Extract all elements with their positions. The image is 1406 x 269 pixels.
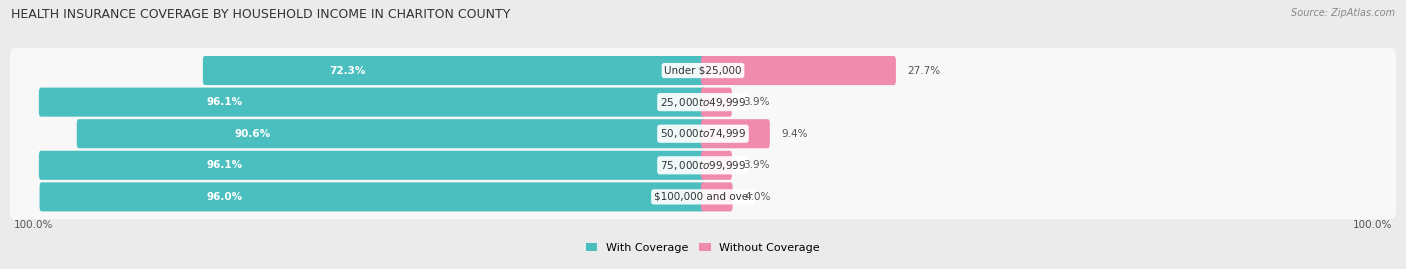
Text: 96.0%: 96.0% <box>207 192 243 202</box>
FancyBboxPatch shape <box>39 182 704 211</box>
FancyBboxPatch shape <box>702 151 733 180</box>
FancyBboxPatch shape <box>10 143 1396 188</box>
FancyBboxPatch shape <box>702 88 733 117</box>
Text: 100.0%: 100.0% <box>14 220 53 230</box>
Text: Source: ZipAtlas.com: Source: ZipAtlas.com <box>1291 8 1395 18</box>
FancyBboxPatch shape <box>702 182 733 211</box>
FancyBboxPatch shape <box>39 88 704 117</box>
Text: 3.9%: 3.9% <box>744 160 770 170</box>
Text: 3.9%: 3.9% <box>744 97 770 107</box>
FancyBboxPatch shape <box>39 151 704 180</box>
Text: $50,000 to $74,999: $50,000 to $74,999 <box>659 127 747 140</box>
FancyBboxPatch shape <box>202 56 704 85</box>
Text: HEALTH INSURANCE COVERAGE BY HOUSEHOLD INCOME IN CHARITON COUNTY: HEALTH INSURANCE COVERAGE BY HOUSEHOLD I… <box>11 8 510 21</box>
Text: 4.0%: 4.0% <box>744 192 770 202</box>
FancyBboxPatch shape <box>10 175 1396 219</box>
Text: 96.1%: 96.1% <box>207 160 243 170</box>
Text: $25,000 to $49,999: $25,000 to $49,999 <box>659 95 747 109</box>
Text: $75,000 to $99,999: $75,000 to $99,999 <box>659 159 747 172</box>
Text: Under $25,000: Under $25,000 <box>664 66 742 76</box>
FancyBboxPatch shape <box>77 119 704 148</box>
Legend: With Coverage, Without Coverage: With Coverage, Without Coverage <box>586 243 820 253</box>
Text: 90.6%: 90.6% <box>235 129 271 139</box>
Text: 27.7%: 27.7% <box>908 66 941 76</box>
FancyBboxPatch shape <box>10 80 1396 125</box>
Text: 9.4%: 9.4% <box>782 129 808 139</box>
FancyBboxPatch shape <box>702 119 770 148</box>
Text: $100,000 and over: $100,000 and over <box>654 192 752 202</box>
FancyBboxPatch shape <box>10 48 1396 93</box>
Text: 96.1%: 96.1% <box>207 97 243 107</box>
Text: 100.0%: 100.0% <box>1353 220 1392 230</box>
FancyBboxPatch shape <box>10 111 1396 156</box>
Text: 72.3%: 72.3% <box>329 66 366 76</box>
FancyBboxPatch shape <box>702 56 896 85</box>
